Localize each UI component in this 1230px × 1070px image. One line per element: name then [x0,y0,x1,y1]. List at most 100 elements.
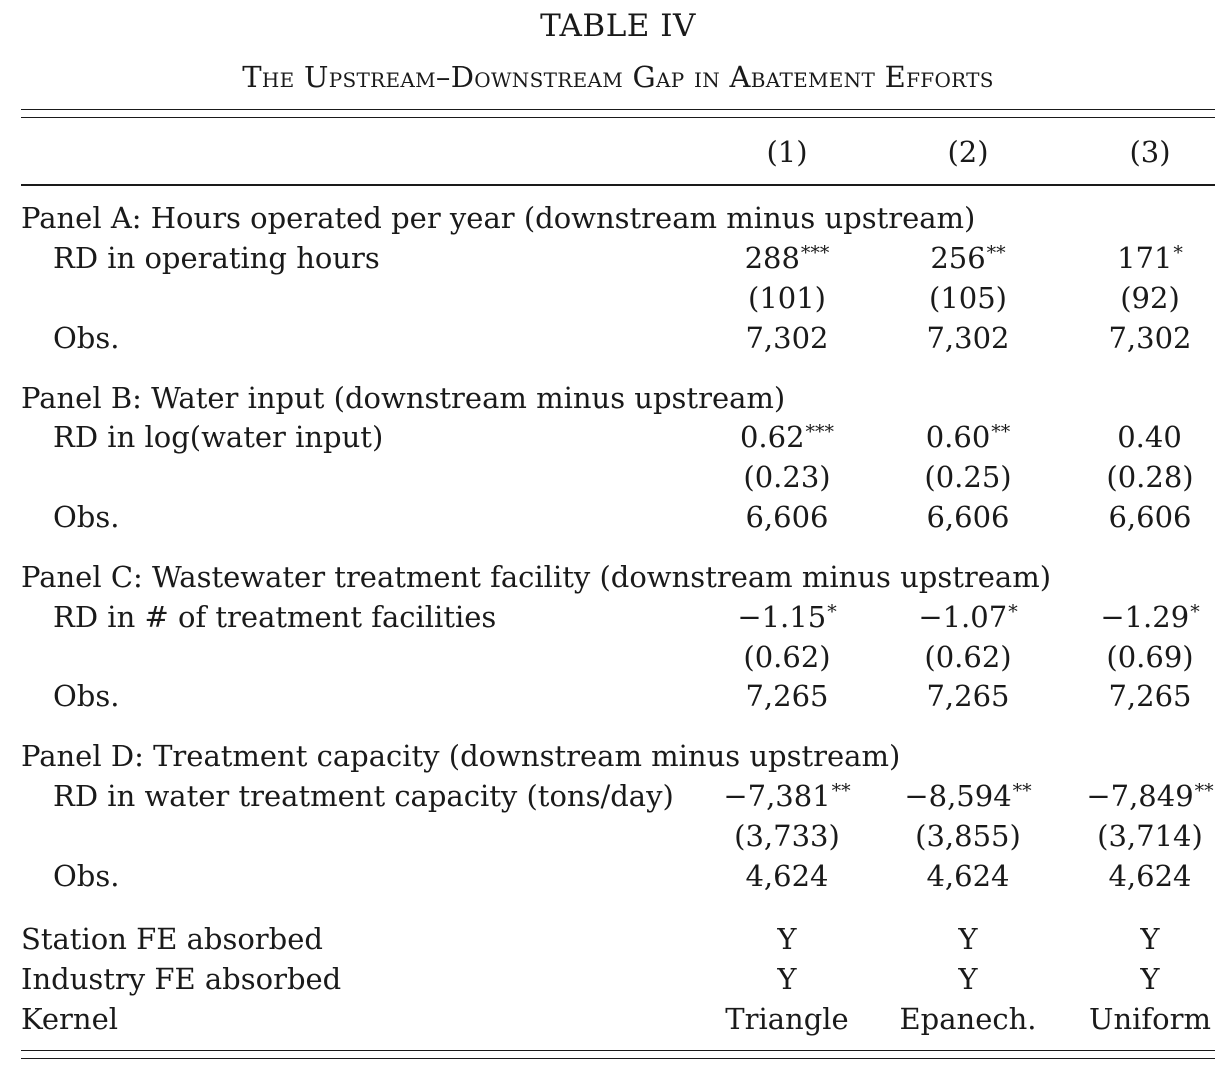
std-error: (101) [748,281,826,315]
bottom-rule-2 [21,1058,1215,1059]
panel-a-heading: Panel A: Hours operated per year (downst… [21,201,976,235]
footer-label: Kernel [21,1002,119,1036]
obs-label: Obs. [53,679,120,713]
significance-stars: * [1008,601,1018,623]
significance-stars: *** [805,421,835,443]
column-header-row: (1) (2) (3) [0,135,1230,175]
estimate: 0.62*** [739,420,835,454]
estimate: −1.15* [737,600,837,634]
significance-stars: ** [1194,780,1214,802]
std-error: (3,733) [734,819,840,853]
row-label: RD in operating hours [53,241,380,275]
table-row: RD in water treatment capacity (tons/day… [0,779,1230,819]
significance-stars: ** [986,242,1006,264]
obs-label: Obs. [53,859,120,893]
row-label: RD in log(water input) [53,420,384,454]
table-row: Station FE absorbed Y Y Y [0,922,1230,962]
table-row: Obs. 7,302 7,302 7,302 [0,321,1230,361]
footer-value: Triangle [725,1002,849,1036]
table-row: RD in operating hours 288*** 256** 171* [0,241,1230,281]
row-label: RD in # of treatment facilities [53,600,497,634]
obs-value: 6,606 [745,500,829,534]
estimate: −8,594** [904,779,1032,813]
table-row: Industry FE absorbed Y Y Y [0,962,1230,1002]
footer-value: Y [1140,962,1160,996]
column-header: (1) [766,135,808,169]
estimate: 0.40 [1117,420,1182,454]
std-error: (0.28) [1106,460,1194,494]
estimate: 0.60** [925,420,1011,454]
table-subtitle: The Upstream–Downstream Gap in Abatement… [242,60,994,94]
std-error: (0.62) [743,640,831,674]
obs-value: 4,624 [926,859,1010,893]
table-title: TABLE IV [540,8,696,44]
footer-value: Epanech. [899,1002,1037,1036]
std-error: (105) [929,281,1007,315]
obs-value: 4,624 [1108,859,1192,893]
std-error: (92) [1120,281,1180,315]
obs-value: 6,606 [926,500,1010,534]
estimate: 171* [1117,241,1183,275]
obs-label: Obs. [53,500,120,534]
table-row: (3,733) (3,855) (3,714) [0,819,1230,859]
std-error: (0.23) [743,460,831,494]
obs-value: 7,265 [926,679,1010,713]
significance-stars: ** [991,421,1011,443]
obs-value: 7,302 [745,321,829,355]
table-row: Obs. 6,606 6,606 6,606 [0,500,1230,540]
significance-stars: ** [831,780,851,802]
std-error: (0.69) [1106,640,1194,674]
estimate: −1.29* [1100,600,1200,634]
panel-heading: Panel C: Wastewater treatment facility (… [0,560,1230,600]
table-row: (0.62) (0.62) (0.69) [0,640,1230,680]
panel-b-heading: Panel B: Water input (downstream minus u… [21,381,786,415]
obs-value: 7,265 [745,679,829,713]
std-error: (0.25) [924,460,1012,494]
significance-stars: * [827,601,837,623]
significance-stars: * [1190,601,1200,623]
footer-value: Y [777,962,797,996]
table-row: Kernel Triangle Epanech. Uniform [0,1002,1230,1042]
std-error: (3,714) [1097,819,1203,853]
obs-value: 7,302 [1108,321,1192,355]
column-header: (2) [947,135,989,169]
estimate: 288*** [744,241,830,275]
std-error: (3,855) [915,819,1021,853]
header-rule [21,184,1215,186]
row-label: RD in water treatment capacity (tons/day… [53,779,674,813]
table-row: Obs. 4,624 4,624 4,624 [0,859,1230,899]
table-row: (101) (105) (92) [0,281,1230,321]
footer-value: Y [1140,922,1160,956]
top-rule-2 [21,117,1215,118]
obs-value: 6,606 [1108,500,1192,534]
footer-value: Y [958,962,978,996]
obs-value: 4,624 [745,859,829,893]
obs-value: 7,302 [926,321,1010,355]
footer-value: Uniform [1089,1002,1211,1036]
estimate: 256** [930,241,1006,275]
panel-d-heading: Panel D: Treatment capacity (downstream … [21,739,901,773]
panel-c-heading: Panel C: Wastewater treatment facility (… [21,560,1052,594]
footer-label: Station FE absorbed [21,922,323,956]
panel-heading: Panel A: Hours operated per year (downst… [0,201,1230,241]
significance-stars: *** [800,242,830,264]
significance-stars: ** [1012,780,1032,802]
panel-heading: Panel B: Water input (downstream minus u… [0,381,1230,421]
obs-label: Obs. [53,321,120,355]
top-rule-1 [21,109,1215,110]
panel-heading: Panel D: Treatment capacity (downstream … [0,739,1230,779]
column-header: (3) [1129,135,1171,169]
footer-label: Industry FE absorbed [21,962,342,996]
bottom-rule-1 [21,1050,1215,1051]
table-row: Obs. 7,265 7,265 7,265 [0,679,1230,719]
table-row: RD in # of treatment facilities −1.15* −… [0,600,1230,640]
obs-value: 7,265 [1108,679,1192,713]
estimate: −7,381** [723,779,851,813]
table-row: RD in log(water input) 0.62*** 0.60** 0.… [0,420,1230,460]
std-error: (0.62) [924,640,1012,674]
significance-stars: * [1173,242,1183,264]
table-row: (0.23) (0.25) (0.28) [0,460,1230,500]
estimate: −1.07* [918,600,1018,634]
estimate: −7,849** [1086,779,1214,813]
footer-value: Y [958,922,978,956]
